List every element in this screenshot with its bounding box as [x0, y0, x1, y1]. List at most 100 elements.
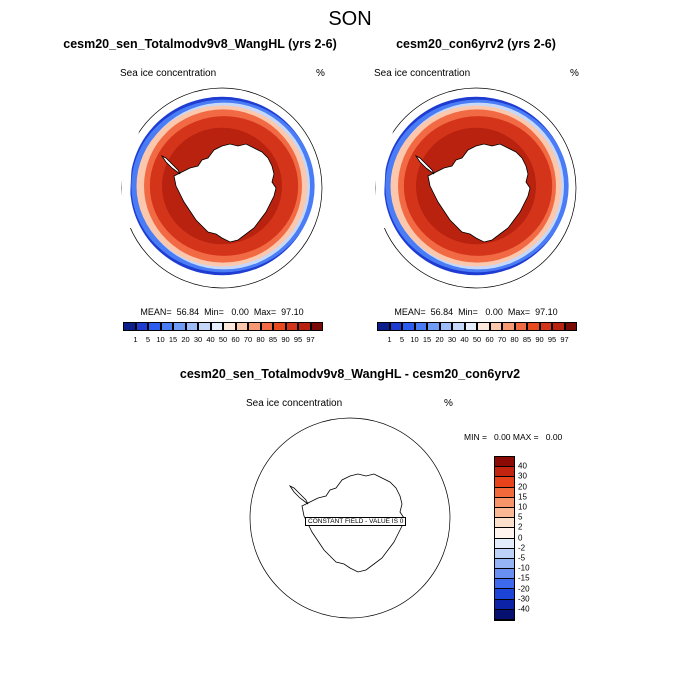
- colorbar-tick-label: 5: [145, 335, 151, 344]
- colorbar-swatch: [248, 322, 261, 331]
- colorbar-tick-label: 97: [560, 335, 569, 344]
- colorbar-swatch: [452, 322, 465, 331]
- colorbar-tick-label: 30: [193, 335, 203, 344]
- colorbar-swatch: [514, 322, 527, 331]
- colorbar-swatch: [495, 589, 514, 600]
- colorbar-tick-label: 20: [518, 482, 527, 492]
- colorbar-swatch: [477, 322, 490, 331]
- panel-2-left-label: Sea ice concentration: [374, 68, 471, 79]
- colorbar-swatch: [377, 322, 390, 331]
- colorbar-swatch: [273, 322, 286, 331]
- colorbar-swatch: [552, 322, 565, 331]
- colorbar-swatch: [495, 558, 514, 570]
- open-ocean-left: [122, 88, 160, 228]
- colorbar-swatch: [495, 518, 514, 529]
- antarctica-coastline: [427, 143, 531, 243]
- panel-2-title: cesm20_con6yrv2 (yrs 2-6): [396, 37, 556, 51]
- colorbar-swatch: [527, 322, 540, 331]
- colorbar-tick-label: 15: [422, 335, 432, 344]
- constant-field-annotation: CONSTANT FIELD - VALUE IS 0: [305, 517, 407, 526]
- colorbar-tick-label: -20: [518, 584, 530, 594]
- colorbar-swatch: [495, 548, 514, 559]
- colorbar-tick-label: 50: [472, 335, 482, 344]
- colorbar-swatch: [539, 322, 552, 331]
- panel-2-polar-map: [375, 87, 577, 289]
- figure-title: SON: [328, 8, 372, 30]
- colorbar-tick-label: 80: [256, 335, 265, 344]
- colorbar-tick-label: 95: [293, 335, 303, 344]
- panel-1-colorbar-ticks: 1 5 10 15 20 30 40 50 60 70 80 85 90 95 97: [123, 335, 323, 345]
- colorbar-tick-label: -15: [518, 573, 530, 583]
- colorbar-tick-label: -10: [518, 563, 530, 573]
- colorbar-swatch: [464, 322, 477, 331]
- panel-1-units: %: [316, 68, 325, 79]
- colorbar-swatch: [260, 322, 273, 331]
- colorbar-tick-label: 15: [518, 492, 527, 502]
- colorbar-tick-label: 95: [547, 335, 557, 344]
- colorbar-tick-label: 70: [497, 335, 507, 344]
- panel-3-title: cesm20_sen_Totalmodv9v8_WangHL - cesm20_…: [179, 367, 521, 381]
- colorbar-tick-label: 80: [510, 335, 519, 344]
- colorbar-tick-label: 20: [435, 335, 444, 344]
- colorbar-swatch: [495, 477, 514, 488]
- panel-3-left-label: Sea ice concentration: [246, 398, 343, 409]
- colorbar-tick-label: -30: [518, 594, 530, 604]
- panel-1-colorbar: [123, 322, 323, 331]
- panel-3-colorbar: [494, 456, 515, 621]
- open-ocean-right: [302, 88, 322, 168]
- colorbar-tick-label: 10: [156, 335, 165, 344]
- open-ocean-right: [556, 88, 576, 168]
- colorbar-swatch: [148, 322, 161, 331]
- colorbar-tick-label: 1: [133, 335, 138, 344]
- colorbar-tick-label: 40: [518, 461, 527, 471]
- panel-2-colorbar-ticks: 1 5 10 15 20 30 40 50 60 70 80 85 90 95 97: [377, 335, 577, 345]
- colorbar-tick-label: 85: [522, 335, 532, 344]
- colorbar-swatch: [495, 467, 514, 478]
- colorbar-swatch: [439, 322, 452, 331]
- colorbar-swatch: [489, 322, 502, 331]
- panel-2-units: %: [570, 68, 579, 79]
- colorbar-tick-label: 10: [518, 502, 527, 512]
- panel-1-polar-map: [121, 87, 323, 289]
- colorbar-tick-label: -5: [518, 553, 526, 563]
- antarctic-peninsula: [160, 154, 181, 175]
- colorbar-swatch: [389, 322, 402, 331]
- colorbar-swatch: [210, 322, 223, 331]
- colorbar-tick-label: 50: [218, 335, 228, 344]
- colorbar-tick-label: 90: [535, 335, 544, 344]
- colorbar-tick-label: 5: [399, 335, 405, 344]
- colorbar-tick-label: 90: [281, 335, 290, 344]
- colorbar-tick-label: 60: [485, 335, 494, 344]
- colorbar-swatch: [495, 497, 514, 508]
- colorbar-swatch: [495, 507, 514, 519]
- colorbar-swatch: [173, 322, 186, 331]
- colorbar-swatch: [235, 322, 248, 331]
- colorbar-swatch: [160, 322, 173, 331]
- colorbar-swatch: [414, 322, 427, 331]
- colorbar-tick-label: 30: [447, 335, 457, 344]
- colorbar-tick-label: 40: [206, 335, 215, 344]
- colorbar-swatch: [564, 322, 577, 331]
- colorbar-tick-label: 60: [231, 335, 240, 344]
- colorbar-tick-label: 0: [518, 533, 523, 543]
- colorbar-tick-label: 20: [181, 335, 190, 344]
- colorbar-swatch: [402, 322, 415, 331]
- colorbar-swatch: [495, 609, 514, 620]
- colorbar-swatch: [198, 322, 211, 331]
- open-ocean-left: [376, 88, 414, 228]
- colorbar-tick-label: 70: [243, 335, 253, 344]
- panel-3-colorbar-ticks: 40 30 20 15 10 5 2 0 -2 -5 -10 -15 -20 -30 -40: [518, 456, 548, 621]
- antarctic-peninsula: [288, 484, 309, 505]
- colorbar-swatch: [223, 322, 236, 331]
- colorbar-swatch: [135, 322, 148, 331]
- colorbar-swatch: [298, 322, 311, 331]
- colorbar-swatch: [495, 528, 514, 539]
- colorbar-swatch: [495, 457, 514, 468]
- colorbar-tick-label: 40: [460, 335, 469, 344]
- colorbar-tick-label: 10: [410, 335, 419, 344]
- colorbar-tick-label: 97: [306, 335, 315, 344]
- colorbar-swatch: [495, 538, 514, 549]
- colorbar-tick-label: 30: [518, 471, 527, 481]
- colorbar-swatch: [502, 322, 515, 331]
- panel-2-colorbar: [377, 322, 577, 331]
